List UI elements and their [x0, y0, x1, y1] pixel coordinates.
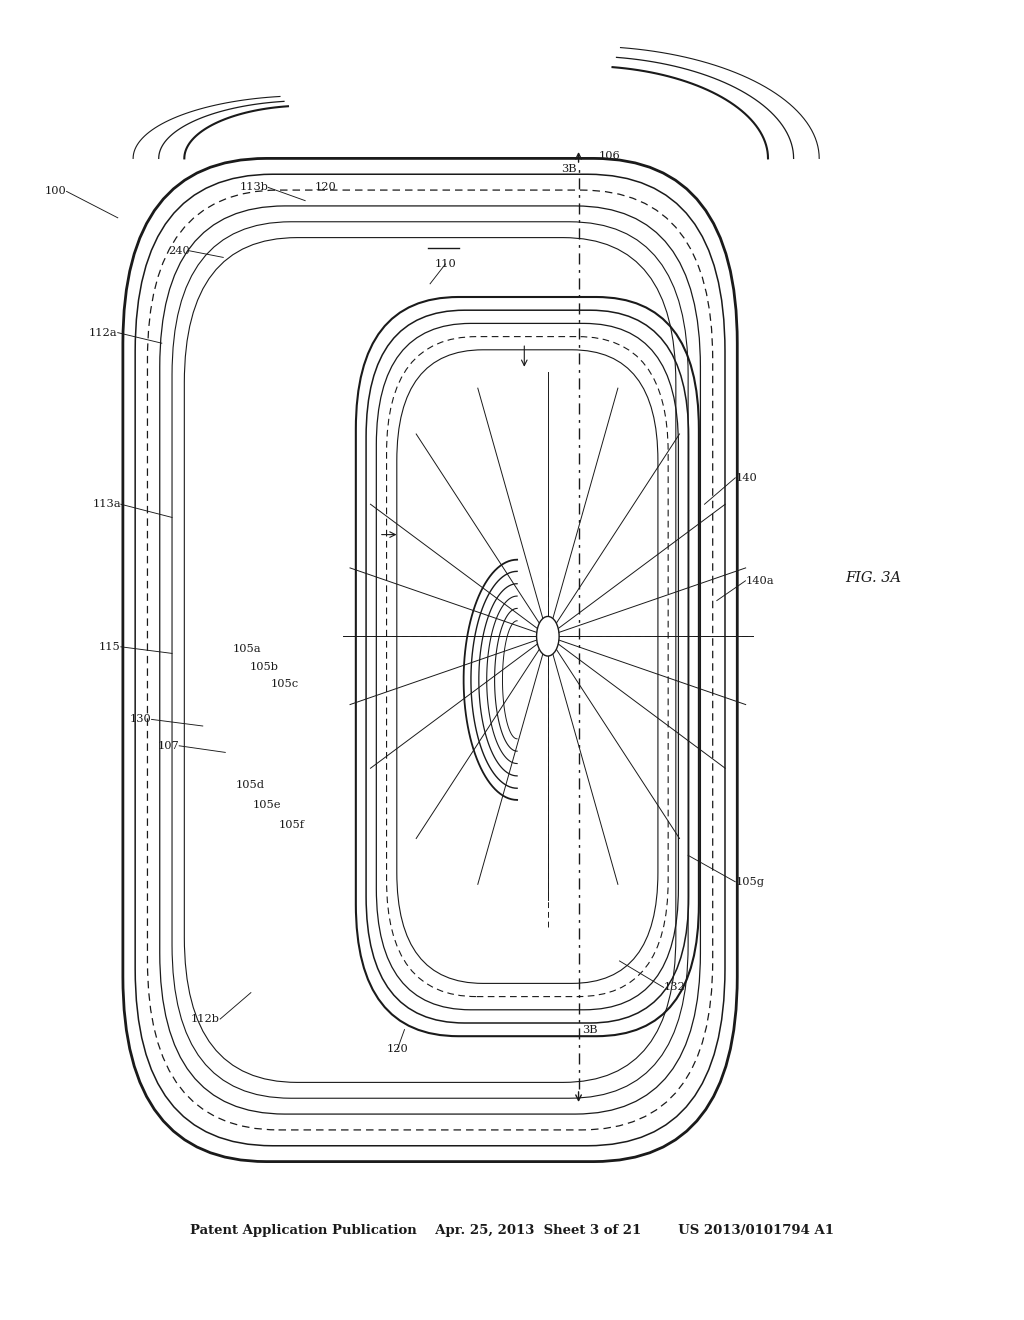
Text: 105g: 105g: [735, 876, 764, 887]
Text: 140a: 140a: [745, 576, 774, 586]
Text: 120: 120: [314, 182, 337, 193]
Text: 112a: 112a: [89, 327, 118, 338]
Text: 112b: 112b: [191, 1014, 220, 1024]
Text: 100: 100: [45, 186, 67, 197]
Text: 140: 140: [735, 473, 757, 483]
Text: 113a: 113a: [92, 499, 121, 510]
Text: 3B: 3B: [582, 1024, 597, 1035]
Text: 115: 115: [99, 642, 121, 652]
Text: 120: 120: [386, 1044, 409, 1055]
Ellipse shape: [537, 616, 559, 656]
Text: 105d: 105d: [236, 780, 264, 791]
Text: 105e: 105e: [253, 800, 282, 810]
Text: 130: 130: [130, 714, 152, 725]
Text: 107: 107: [158, 741, 179, 751]
Text: 105c: 105c: [271, 678, 299, 689]
Text: 3B: 3B: [561, 164, 577, 174]
Text: 106: 106: [598, 150, 621, 161]
Text: FIG. 3A: FIG. 3A: [845, 572, 901, 585]
Text: 105f: 105f: [280, 820, 305, 830]
Text: 105a: 105a: [232, 644, 261, 655]
Text: 132: 132: [664, 982, 685, 993]
Text: 110: 110: [434, 259, 457, 269]
Text: 240: 240: [168, 246, 189, 256]
Text: 113b: 113b: [240, 182, 268, 193]
Text: Patent Application Publication    Apr. 25, 2013  Sheet 3 of 21        US 2013/01: Patent Application Publication Apr. 25, …: [190, 1224, 834, 1237]
Text: 105b: 105b: [250, 661, 279, 672]
